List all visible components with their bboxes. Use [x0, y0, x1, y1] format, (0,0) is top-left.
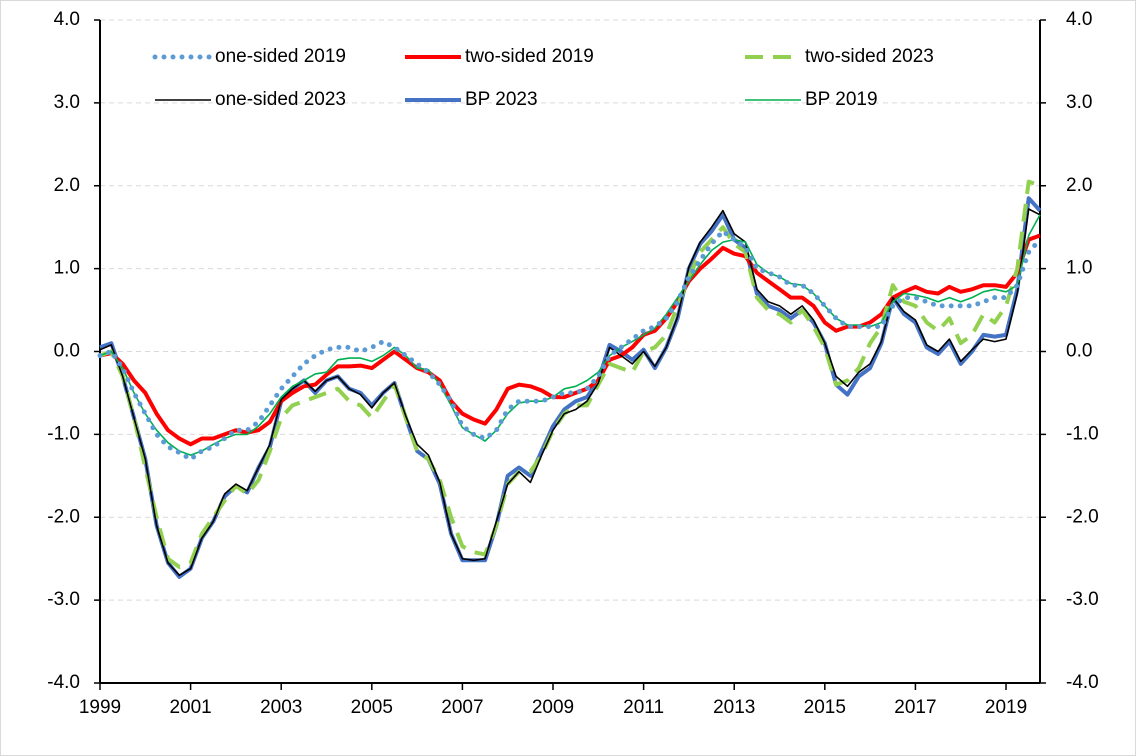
x-tick-label: 2001: [169, 697, 211, 718]
legend-label: one-sided 2023: [215, 89, 346, 110]
series-line: [97, 228, 1043, 462]
y2-tick-label: -2.0: [1066, 506, 1099, 527]
y-tick-label: 4.0: [54, 9, 80, 30]
y-tick-label: -4.0: [47, 672, 80, 693]
x-tick-label: 2019: [985, 697, 1027, 718]
x-tick-label: 2017: [894, 697, 936, 718]
legend-label: two-sided 2023: [805, 46, 934, 67]
x-tick-label: 2013: [713, 697, 755, 718]
y2-tick-label: -3.0: [1066, 589, 1099, 610]
y2-tick-label: 2.0: [1066, 175, 1092, 196]
y-tick-label: 1.0: [54, 258, 80, 279]
y2-tick-label: 3.0: [1066, 92, 1092, 113]
y2-tick-label: -1.0: [1066, 423, 1099, 444]
y-tick-label: -2.0: [47, 506, 80, 527]
y-tick-label: -1.0: [47, 423, 80, 444]
legend-label: two-sided 2019: [465, 46, 594, 67]
x-tick-label: 2005: [351, 697, 393, 718]
y2-tick-label: 0.0: [1066, 341, 1092, 362]
x-tick-label: 2011: [623, 697, 664, 718]
y-tick-label: 0.0: [54, 341, 80, 362]
x-tick-label: 2007: [441, 697, 483, 718]
series-line: [99, 214, 1041, 456]
legend-label: BP 2019: [805, 89, 878, 110]
x-tick-label: 2009: [532, 697, 574, 718]
y-tick-label: 2.0: [54, 175, 80, 196]
legend-label: BP 2023: [465, 89, 538, 110]
y2-tick-label: -4.0: [1066, 672, 1099, 693]
legend-label: one-sided 2019: [215, 46, 346, 67]
x-tick-label: 2003: [260, 697, 302, 718]
y-tick-label: -3.0: [47, 589, 80, 610]
series-line: [99, 208, 1041, 577]
y-tick-label: 3.0: [54, 92, 80, 113]
y2-tick-label: 1.0: [1066, 258, 1092, 279]
x-tick-label: 2015: [804, 697, 846, 718]
y2-tick-label: 4.0: [1066, 9, 1092, 30]
x-tick-label: 1999: [79, 697, 121, 718]
